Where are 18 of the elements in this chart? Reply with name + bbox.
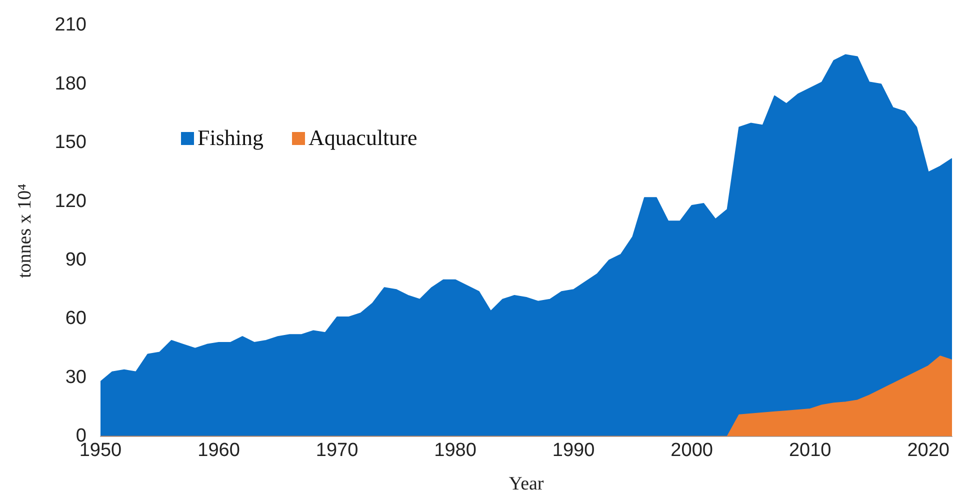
x-tick-label: 1970 <box>316 440 358 462</box>
x-tick-label: 1960 <box>198 440 240 462</box>
x-tick-label: 1990 <box>552 440 595 462</box>
y-tick-label: 30 <box>65 366 86 388</box>
y-tick-label: 90 <box>65 249 86 270</box>
x-axis-title: Year <box>508 474 544 495</box>
y-tick-label: 180 <box>54 73 86 94</box>
x-tick-label: 2020 <box>907 440 950 462</box>
legend-label: Aquaculture <box>308 125 418 152</box>
y-tick-label: 210 <box>54 14 86 36</box>
y-axis-title: tonnes x 10⁴ <box>14 183 36 278</box>
legend-label: Fishing <box>198 125 264 152</box>
x-tick-label: 2000 <box>670 440 713 462</box>
y-tick-label: 150 <box>54 132 86 154</box>
y-tick-label: 120 <box>54 190 86 212</box>
x-tick-label: 1980 <box>434 440 476 462</box>
x-tick-label: 2010 <box>788 440 832 462</box>
y-tick-label: 60 <box>65 308 86 330</box>
